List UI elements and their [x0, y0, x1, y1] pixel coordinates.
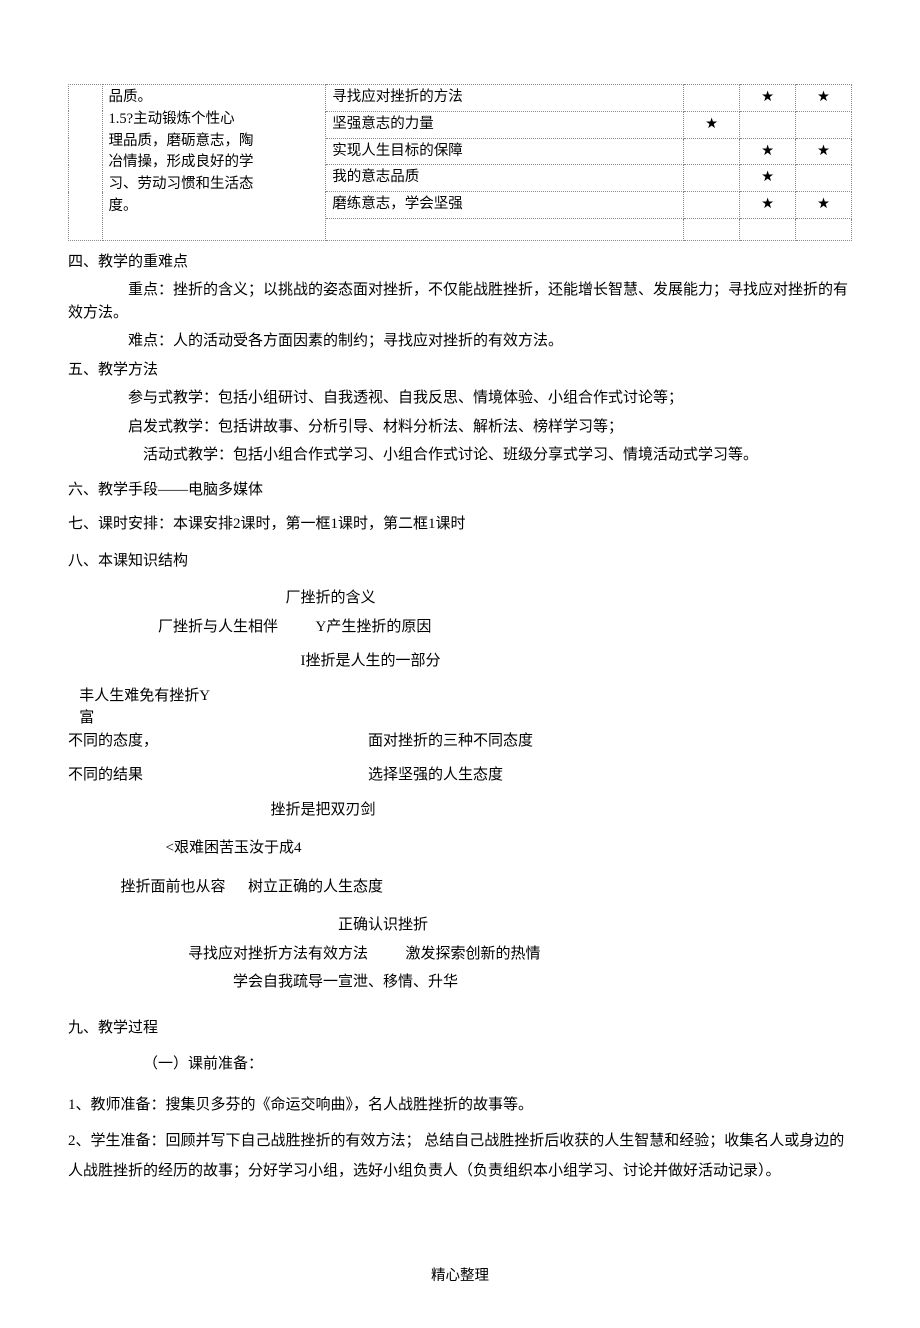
star-cell: [684, 165, 740, 192]
star-cell: [740, 111, 796, 138]
tree-line: 丰人生难免有挫折Y: [68, 682, 852, 711]
tree-line: 厂挫折与人生相伴 Y产生挫折的原因: [68, 613, 852, 642]
section-7-title: 七、课时安排：本课安排2课时，第一框1课时，第二框1课时: [68, 513, 852, 536]
tree-line: I挫折是人生的一部分: [68, 647, 852, 676]
section-6-title: 六、教学手段――电脑多媒体: [68, 479, 852, 502]
star-cell: [796, 218, 852, 240]
star-cell: [684, 138, 740, 165]
star-cell: [740, 218, 796, 240]
star-cell: [684, 218, 740, 240]
desc-cell: 品质。 1.5?主动锻炼个性心 理品质，磨砺意志，陶 冶情操，形成良好的学 习、…: [102, 85, 326, 241]
topic-cell: 坚强意志的力量: [326, 111, 684, 138]
tree-line: 不同的结果 选择坚强的人生态度: [68, 761, 852, 790]
tree-line: 正确认识挫折: [68, 911, 852, 940]
topic-cell: 我的意志品质: [326, 165, 684, 192]
tree-line: 寻找应对挫折方法有效方法 激发探索创新的热情: [68, 940, 852, 969]
tree-line: 不同的态度， 面对挫折的三种不同态度: [68, 727, 852, 756]
desc-line: 1.5?主动锻炼个性心: [109, 109, 320, 131]
star-cell: ★: [684, 111, 740, 138]
star-cell: ★: [796, 85, 852, 112]
desc-line: 度。: [109, 196, 320, 218]
topic-cell: 寻找应对挫折的方法: [326, 85, 684, 112]
table-row: 品质。 1.5?主动锻炼个性心 理品质，磨砺意志，陶 冶情操，形成良好的学 习、…: [69, 85, 852, 112]
page-footer: 精心整理: [68, 1266, 852, 1288]
star-cell: [796, 111, 852, 138]
star-cell: ★: [740, 85, 796, 112]
desc-line: 品质。: [109, 87, 320, 109]
section-4-title: 四、教学的重难点: [68, 251, 852, 274]
section-9-title: 九、教学过程: [68, 1017, 852, 1040]
desc-line: 理品质，磨砺意志，陶: [109, 131, 320, 153]
star-cell: ★: [740, 192, 796, 219]
tree-line: 挫折是把双刃剑: [68, 796, 852, 825]
section-9-p1: 1、教师准备：搜集贝多芬的《命运交响曲》，名人战胜挫折的故事等。: [68, 1090, 852, 1120]
star-cell: [684, 192, 740, 219]
section-5-title: 五、教学方法: [68, 359, 852, 382]
desc-line: 冶情操，形成良好的学: [109, 152, 320, 174]
tree-line: <艰难困苦玉汝于成4: [68, 834, 852, 863]
standards-table: 品质。 1.5?主动锻炼个性心 理品质，磨砺意志，陶 冶情操，形成良好的学 习、…: [68, 84, 852, 241]
left-spacer-cell: [69, 85, 103, 241]
tree-line: 挫折面前也从容 树立正确的人生态度: [68, 873, 852, 902]
tree-line: 学会自我疏导一宣泄、移情、升华: [68, 968, 852, 997]
topic-cell: 实现人生目标的保障: [326, 138, 684, 165]
star-cell: [684, 85, 740, 112]
star-cell: ★: [740, 165, 796, 192]
topic-cell: 磨练意志，学会坚强: [326, 192, 684, 219]
section-5-p2: 启发式教学：包括讲故事、分析引导、材料分析法、解析法、榜样学习等；: [68, 416, 852, 439]
section-9-p2: 2、学生准备：回顾并写下自己战胜挫折的有效方法； 总结自己战胜挫折后收获的人生智…: [68, 1126, 852, 1186]
star-cell: ★: [796, 138, 852, 165]
knowledge-tree: 厂挫折的含义 厂挫折与人生相伴 Y产生挫折的原因 I挫折是人生的一部分 丰人生难…: [68, 584, 852, 997]
desc-line: 习、劳动习惯和生活态: [109, 174, 320, 196]
tree-line: 富: [68, 710, 852, 727]
section-4-key: 重点：挫折的含义；以挑战的姿态面对挫折，不仅能战胜挫折，还能增长智慧、发展能力；…: [68, 279, 852, 324]
section-5-p1: 参与式教学：包括小组研讨、自我透视、自我反思、情境体验、小组合作式讨论等；: [68, 387, 852, 410]
topic-cell: [326, 218, 684, 240]
star-cell: ★: [740, 138, 796, 165]
section-9-sub: （一）课前准备：: [68, 1053, 852, 1076]
section-5-p3: 活动式教学：包括小组合作式学习、小组合作式讨论、班级分享式学习、情境活动式学习等…: [68, 444, 852, 467]
section-4-diff: 难点：人的活动受各方面因素的制约；寻找应对挫折的有效方法。: [68, 330, 852, 353]
star-cell: [796, 165, 852, 192]
section-8-title: 八、本课知识结构: [68, 550, 852, 573]
star-cell: ★: [796, 192, 852, 219]
sec4-p1-run: 重点：挫折的含义；以挑战的姿态面对挫折，不仅能战胜挫折，还能增长智慧、发展能力；…: [68, 279, 852, 324]
tree-line: 厂挫折的含义: [68, 584, 852, 613]
